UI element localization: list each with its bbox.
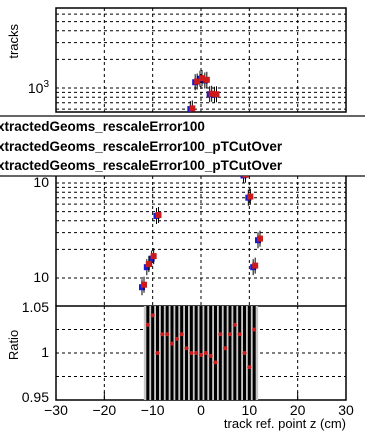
x-axis-ticks: −30 −20 −10 0 10 20 30 [44,392,354,418]
data-point [213,91,220,98]
x-tick-label: 20 [290,402,306,418]
mid-ytick-label-10: 10 [33,269,49,285]
ratio-point [208,353,213,358]
top-panel-points [187,70,220,112]
data-point [194,78,201,85]
x-tick-label: −10 [141,402,165,418]
ratio-point [203,351,208,355]
x-tick-label: 30 [338,402,354,418]
legend-entry-2: xtractedGeoms_rescaleError100_pTCutOver [0,139,283,154]
data-point [257,235,263,242]
ratio-ylabel: Ratio [6,330,21,360]
ratio-ytick-1: 1 [41,344,49,360]
ratio-point [232,322,237,327]
legend-entry-3: xtractedGeoms_rescaleError100_pTCutOver [0,158,283,173]
legend: xtractedGeoms_rescaleError100 xtractedGe… [0,115,365,177]
data-point [141,281,147,288]
data-point [155,212,162,219]
ratio-point [145,322,150,327]
ratio-point [247,365,252,370]
x-axis-title: track ref. point z (cm) [224,416,346,431]
ratio-point [179,332,184,337]
ratio-point [174,336,179,341]
data-point [252,262,259,269]
data-point [208,90,215,97]
top-ylabel: tracks [6,24,21,59]
ratio-point [242,351,247,355]
top-ytick-exponent: 3 [43,79,49,90]
ratio-point [155,351,160,355]
mid-panel-points [139,176,263,296]
data-point [145,261,152,268]
ratio-point [194,351,199,355]
ratio-ytick-105: 1.05 [22,299,49,315]
x-tick-label: −20 [92,402,116,418]
data-point [199,75,205,82]
ratio-point [213,360,218,365]
ratio-point [170,341,174,346]
ratio-point [150,313,155,318]
ratio-point [218,332,223,337]
ratio-point [199,352,203,357]
legend-entry-1: xtractedGeoms_rescaleError100 [0,119,205,134]
data-point [203,76,210,83]
top-ytick-label: 103 [28,79,50,96]
data-point [247,193,254,200]
top-panel-grid [56,8,346,112]
ratio-point [165,332,170,337]
x-tick-label: −30 [44,402,68,418]
x-tick-label: 10 [242,402,258,418]
ratio-points [145,306,257,400]
data-point [150,253,157,260]
ratio-point [160,332,165,337]
data-point [143,264,150,271]
x-tick-label: 0 [197,402,205,418]
mid-panel-grid [56,176,346,306]
ratio-point [252,327,257,332]
ratio-point [223,346,228,351]
legend-box [0,115,365,177]
top-panel-frame [55,7,347,113]
ratio-point [228,332,232,337]
ratio-point [184,346,189,351]
data-point [242,176,249,178]
ratio-point [189,351,194,355]
mid-ytick-label-top: 10 [33,174,49,190]
ratio-ytick-095: 0.95 [22,389,49,405]
ratio-point [237,332,242,337]
data-point [189,105,196,112]
